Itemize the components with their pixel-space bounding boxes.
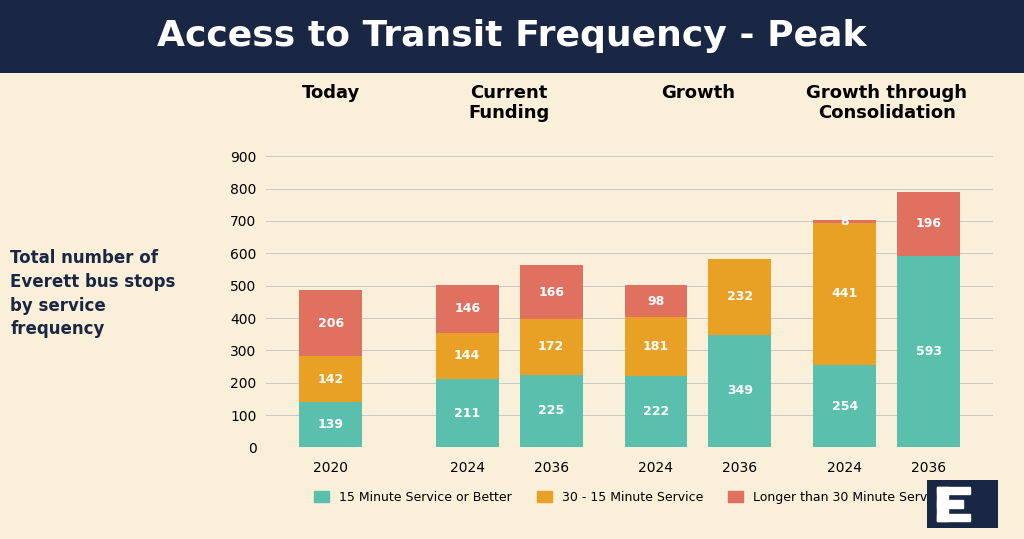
Bar (938, 487, 970, 494)
Text: 2036: 2036 (911, 461, 946, 475)
Bar (299, 290, 362, 356)
Text: 232: 232 (727, 291, 753, 303)
Bar (435, 285, 499, 333)
Bar (709, 335, 771, 447)
Text: 222: 222 (643, 405, 669, 418)
Text: 181: 181 (643, 340, 669, 353)
Text: Access to Transit Frequency - Peak: Access to Transit Frequency - Peak (158, 19, 866, 53)
Bar (519, 375, 583, 447)
Bar (299, 403, 362, 447)
Text: Total number of
Everett bus stops
by service
frequency: Total number of Everett bus stops by ser… (10, 250, 175, 338)
Text: 196: 196 (915, 217, 942, 230)
Bar (897, 192, 961, 255)
Bar (519, 319, 583, 375)
Text: Growth through
Consolidation: Growth through Consolidation (806, 84, 968, 122)
Text: Today: Today (302, 84, 359, 101)
Text: 166: 166 (538, 286, 564, 299)
Bar (813, 365, 877, 447)
Text: 225: 225 (538, 404, 564, 418)
Text: 8: 8 (841, 215, 849, 228)
Text: 142: 142 (317, 373, 344, 386)
Text: Growth: Growth (660, 84, 735, 101)
Bar (625, 285, 687, 317)
Text: 254: 254 (831, 400, 858, 413)
Bar (625, 376, 687, 447)
Bar (938, 514, 970, 521)
Bar (519, 265, 583, 319)
Text: 349: 349 (727, 384, 753, 397)
Text: 441: 441 (831, 287, 858, 300)
Bar (625, 317, 687, 376)
Text: 2024: 2024 (827, 461, 862, 475)
Bar (813, 223, 877, 365)
Bar (299, 356, 362, 403)
Text: 593: 593 (915, 345, 942, 358)
Text: 2036: 2036 (722, 461, 758, 475)
Text: 206: 206 (317, 317, 344, 330)
Text: 144: 144 (454, 349, 480, 362)
Bar (938, 487, 948, 521)
Bar (435, 379, 499, 447)
Text: 98: 98 (647, 295, 665, 308)
Bar (897, 255, 961, 447)
Text: 2036: 2036 (534, 461, 568, 475)
Legend: 15 Minute Service or Better, 30 - 15 Minute Service, Longer than 30 Minute Servi: 15 Minute Service or Better, 30 - 15 Min… (309, 486, 950, 509)
Text: 2020: 2020 (313, 461, 348, 475)
Bar (813, 220, 877, 223)
Text: Current
Funding: Current Funding (469, 84, 550, 122)
Text: 211: 211 (454, 407, 480, 420)
Text: 172: 172 (538, 340, 564, 353)
Text: 146: 146 (454, 302, 480, 315)
Text: 139: 139 (317, 418, 344, 431)
Bar (709, 259, 771, 335)
Bar (938, 500, 963, 508)
Bar (435, 333, 499, 379)
Text: 2024: 2024 (450, 461, 484, 475)
Text: 2024: 2024 (639, 461, 674, 475)
